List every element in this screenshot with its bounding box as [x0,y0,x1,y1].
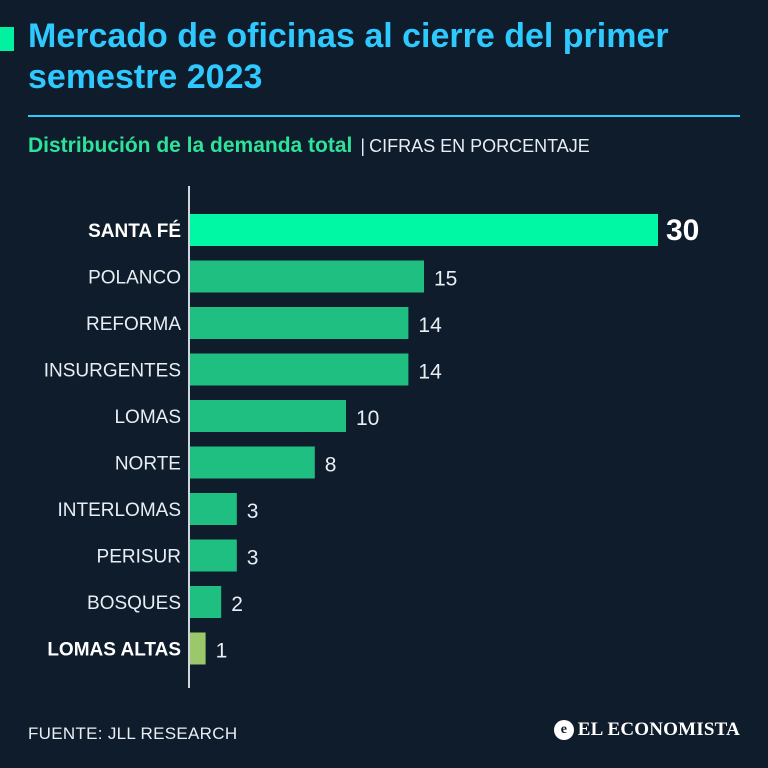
bar [190,586,222,618]
accent-mark [0,27,14,51]
bar-chart: SANTA FÉ 30 POLANCO 15 REFORMA 14 INSURGENTES 1… [44,186,699,688]
value-label: 1 [216,640,228,663]
bar [190,214,658,246]
bar [190,400,346,432]
category-label: REFORMA [86,314,181,335]
bar [190,260,424,293]
value-label: 30 [666,214,699,247]
bar [190,539,237,572]
subtitle-separator: | [360,136,366,156]
category-label: INTERLOMAS [57,500,181,521]
category-label: POLANCO [88,268,181,289]
brand-name: EL ECONOMISTA [577,719,740,740]
category-label: BOSQUES [87,593,181,614]
category-label: LOMAS ALTAS [47,640,181,661]
bar [190,632,206,665]
brand-icon: e [553,720,574,740]
value-label: 3 [247,500,259,523]
source-note: FUENTE: JLL RESEARCH [28,724,238,743]
page-title: Mercado de oficinas al cierre del primer… [28,17,669,96]
value-label: 14 [418,314,442,337]
value-label: 10 [356,407,379,430]
value-label: 15 [434,268,457,291]
bar [190,493,237,525]
chart-subtitle: Distribución de la demanda total | CIFRAS … [28,134,590,158]
category-label: SANTA FÉ [88,220,181,242]
bar [190,307,409,339]
bar [190,446,315,479]
value-label: 8 [325,454,337,477]
value-label: 3 [247,547,259,570]
subtitle-text: Distribución de la demanda total [28,134,353,157]
title-divider [28,115,740,117]
value-label: 14 [418,361,442,384]
value-label: 2 [231,593,243,616]
bar [190,353,409,386]
brand-logo: e EL ECONOMISTA [553,719,740,741]
category-label: NORTE [115,454,181,475]
category-label: PERISUR [97,547,181,568]
unit-note: CIFRAS EN PORCENTAJE [369,136,590,156]
category-label: LOMAS [114,407,181,428]
category-label: INSURGENTES [44,361,181,382]
